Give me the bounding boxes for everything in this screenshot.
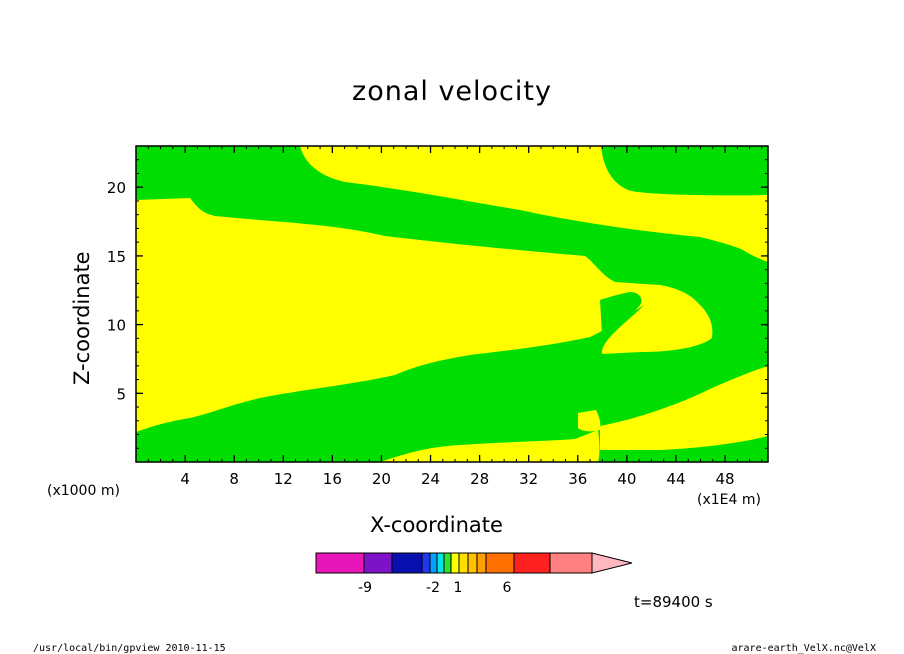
x-tick-label: 48 <box>716 470 735 488</box>
x-tick-label: 4 <box>180 470 190 488</box>
y-tick-label: 20 <box>107 179 126 197</box>
colorbar-label: -2 <box>426 580 440 596</box>
x-tick-label: 36 <box>568 470 587 488</box>
yellow-region-7 <box>600 366 768 450</box>
chart-title: zonal velocity <box>352 76 552 107</box>
y-tick-label: 10 <box>107 317 126 335</box>
x-tick-label: 44 <box>666 470 685 488</box>
colorbar-label: 6 <box>503 580 512 596</box>
footer-left: /usr/local/bin/gpview 2010-11-15 <box>33 643 226 654</box>
x-tick-label: 24 <box>421 470 440 488</box>
colorbar-cell <box>421 552 431 574</box>
x-tick-label: 8 <box>229 470 239 488</box>
colorbar-extension-arrow <box>591 552 633 574</box>
footer-right: arare-earth_VelX.nc@VelX <box>731 643 877 654</box>
colorbar-cell <box>450 552 460 574</box>
colorbar-cell <box>476 552 487 574</box>
colorbar-cell <box>458 552 469 574</box>
colorbar-cell <box>513 552 551 574</box>
y-axis-label: Z-coordinate <box>70 251 94 385</box>
time-stamp: t=89400 s <box>634 593 713 611</box>
y-tick-label: 15 <box>107 248 126 266</box>
x-axis-label: X-coordinate <box>370 513 503 537</box>
colorbar-cell <box>443 552 452 574</box>
colorbar-cell <box>436 552 445 574</box>
x-tick-label: 16 <box>323 470 342 488</box>
colorbar-cell <box>363 552 393 574</box>
colorbar-cell <box>391 552 423 574</box>
y-unit-label: (x1000 m) <box>47 483 120 499</box>
colorbar-cell <box>467 552 478 574</box>
y-tick-label: 5 <box>116 385 126 403</box>
yellow-region-2 <box>136 198 713 432</box>
x-tick-label: 32 <box>519 470 538 488</box>
yellow-region-6 <box>578 410 601 432</box>
plot-frame <box>135 145 769 463</box>
colorbar-cell <box>485 552 515 574</box>
colorbar-label: -9 <box>358 580 372 596</box>
green-patch-top-right <box>601 146 768 196</box>
x-tick-label: 20 <box>372 470 391 488</box>
colorbar-label: 1 <box>454 580 463 596</box>
x-unit-label: (x1E4 m) <box>697 492 761 508</box>
x-tick-label: 28 <box>470 470 489 488</box>
colorbar-cell <box>429 552 438 574</box>
colorbar: -9 -2 1 6 <box>315 552 633 596</box>
colorbar-cell <box>549 552 593 574</box>
colorbar-cell <box>315 552 365 574</box>
x-tick-label: 12 <box>274 470 293 488</box>
yellow-region-5 <box>380 430 600 462</box>
green-patch-tongue <box>600 292 642 334</box>
contour-field <box>135 145 769 463</box>
x-tick-label: 40 <box>617 470 636 488</box>
yellow-region-3 <box>136 270 315 366</box>
